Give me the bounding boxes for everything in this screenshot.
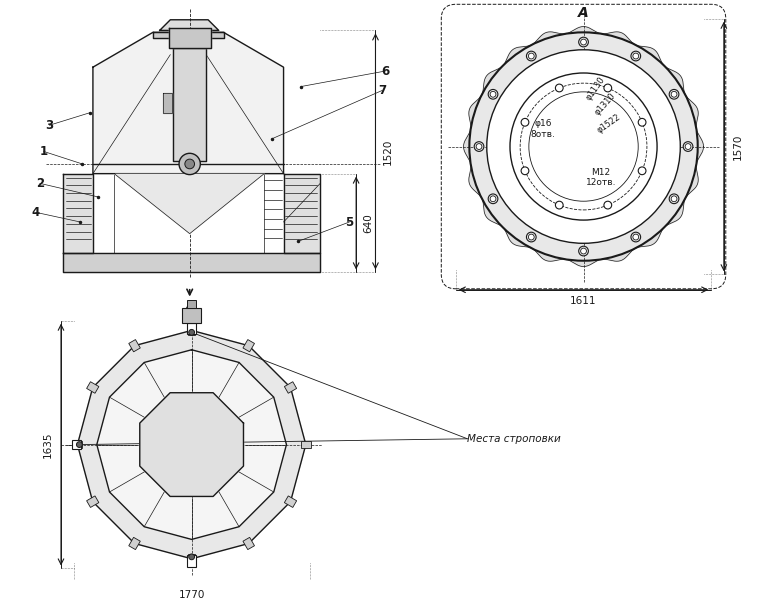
Bar <box>285 496 296 508</box>
Polygon shape <box>284 173 321 253</box>
Polygon shape <box>169 29 211 48</box>
Text: 1520: 1520 <box>383 138 393 164</box>
Circle shape <box>488 194 498 204</box>
Polygon shape <box>97 350 286 539</box>
Circle shape <box>474 142 484 151</box>
Circle shape <box>633 53 639 59</box>
Polygon shape <box>173 48 206 161</box>
Circle shape <box>671 196 677 202</box>
Circle shape <box>638 167 646 175</box>
Bar <box>186 300 197 308</box>
Polygon shape <box>160 20 218 30</box>
Circle shape <box>669 194 679 204</box>
Circle shape <box>521 167 529 175</box>
Text: A: A <box>578 6 589 20</box>
Text: 1635: 1635 <box>42 431 52 458</box>
Circle shape <box>669 90 679 99</box>
Bar <box>186 555 197 566</box>
Circle shape <box>555 84 563 92</box>
Polygon shape <box>63 253 321 272</box>
Circle shape <box>490 91 496 97</box>
Circle shape <box>189 329 194 335</box>
Polygon shape <box>162 93 172 112</box>
Text: 3: 3 <box>45 119 54 132</box>
Circle shape <box>521 118 529 126</box>
Text: 1611: 1611 <box>570 297 597 306</box>
Bar <box>188 325 196 335</box>
Bar <box>285 382 296 393</box>
Bar <box>188 554 196 563</box>
Circle shape <box>76 442 82 447</box>
Circle shape <box>580 248 587 254</box>
Bar <box>129 538 140 550</box>
Text: φ16
8отв.: φ16 8отв. <box>530 120 555 139</box>
Text: φ1310: φ1310 <box>593 91 617 117</box>
Bar <box>87 496 99 508</box>
Circle shape <box>189 554 194 560</box>
Bar <box>129 340 140 352</box>
Circle shape <box>555 202 563 209</box>
Text: 640: 640 <box>363 213 374 233</box>
Bar <box>72 440 81 450</box>
Text: 2: 2 <box>36 177 44 190</box>
Polygon shape <box>93 32 284 173</box>
Circle shape <box>638 118 646 126</box>
Circle shape <box>604 202 612 209</box>
Circle shape <box>631 51 640 61</box>
Circle shape <box>179 153 200 175</box>
Circle shape <box>579 37 588 47</box>
Circle shape <box>488 90 498 99</box>
Bar <box>301 441 310 448</box>
Circle shape <box>470 32 698 261</box>
Polygon shape <box>114 173 264 234</box>
Circle shape <box>671 91 677 97</box>
Circle shape <box>579 246 588 256</box>
Text: 4: 4 <box>32 206 40 219</box>
Text: 1: 1 <box>40 145 48 158</box>
Text: Места строповки: Места строповки <box>467 434 561 444</box>
Circle shape <box>490 196 496 202</box>
Circle shape <box>526 51 536 61</box>
Circle shape <box>487 50 680 243</box>
Bar <box>182 308 201 323</box>
Circle shape <box>604 84 612 92</box>
Circle shape <box>528 234 534 240</box>
Circle shape <box>476 144 482 150</box>
Text: 1770: 1770 <box>179 590 205 598</box>
Text: 6: 6 <box>381 65 389 78</box>
Text: 5: 5 <box>346 215 353 228</box>
Polygon shape <box>63 173 93 253</box>
Circle shape <box>528 53 534 59</box>
Bar <box>87 382 99 393</box>
Polygon shape <box>153 32 224 38</box>
Text: φ1130: φ1130 <box>583 75 607 102</box>
Circle shape <box>185 159 194 169</box>
Text: φ1522: φ1522 <box>595 112 622 135</box>
Polygon shape <box>463 26 704 267</box>
Text: 7: 7 <box>378 84 386 97</box>
Bar <box>243 340 254 352</box>
Bar <box>73 441 82 448</box>
Circle shape <box>631 232 640 242</box>
Polygon shape <box>140 393 243 496</box>
Circle shape <box>683 142 693 151</box>
Bar <box>186 323 197 334</box>
Polygon shape <box>77 331 306 559</box>
Circle shape <box>526 232 536 242</box>
Circle shape <box>580 39 587 45</box>
Text: A: A <box>184 302 195 316</box>
Text: M12
12отв.: M12 12отв. <box>586 168 616 187</box>
Circle shape <box>633 234 639 240</box>
Circle shape <box>685 144 691 150</box>
Text: 1570: 1570 <box>732 133 743 160</box>
Bar <box>243 538 254 550</box>
